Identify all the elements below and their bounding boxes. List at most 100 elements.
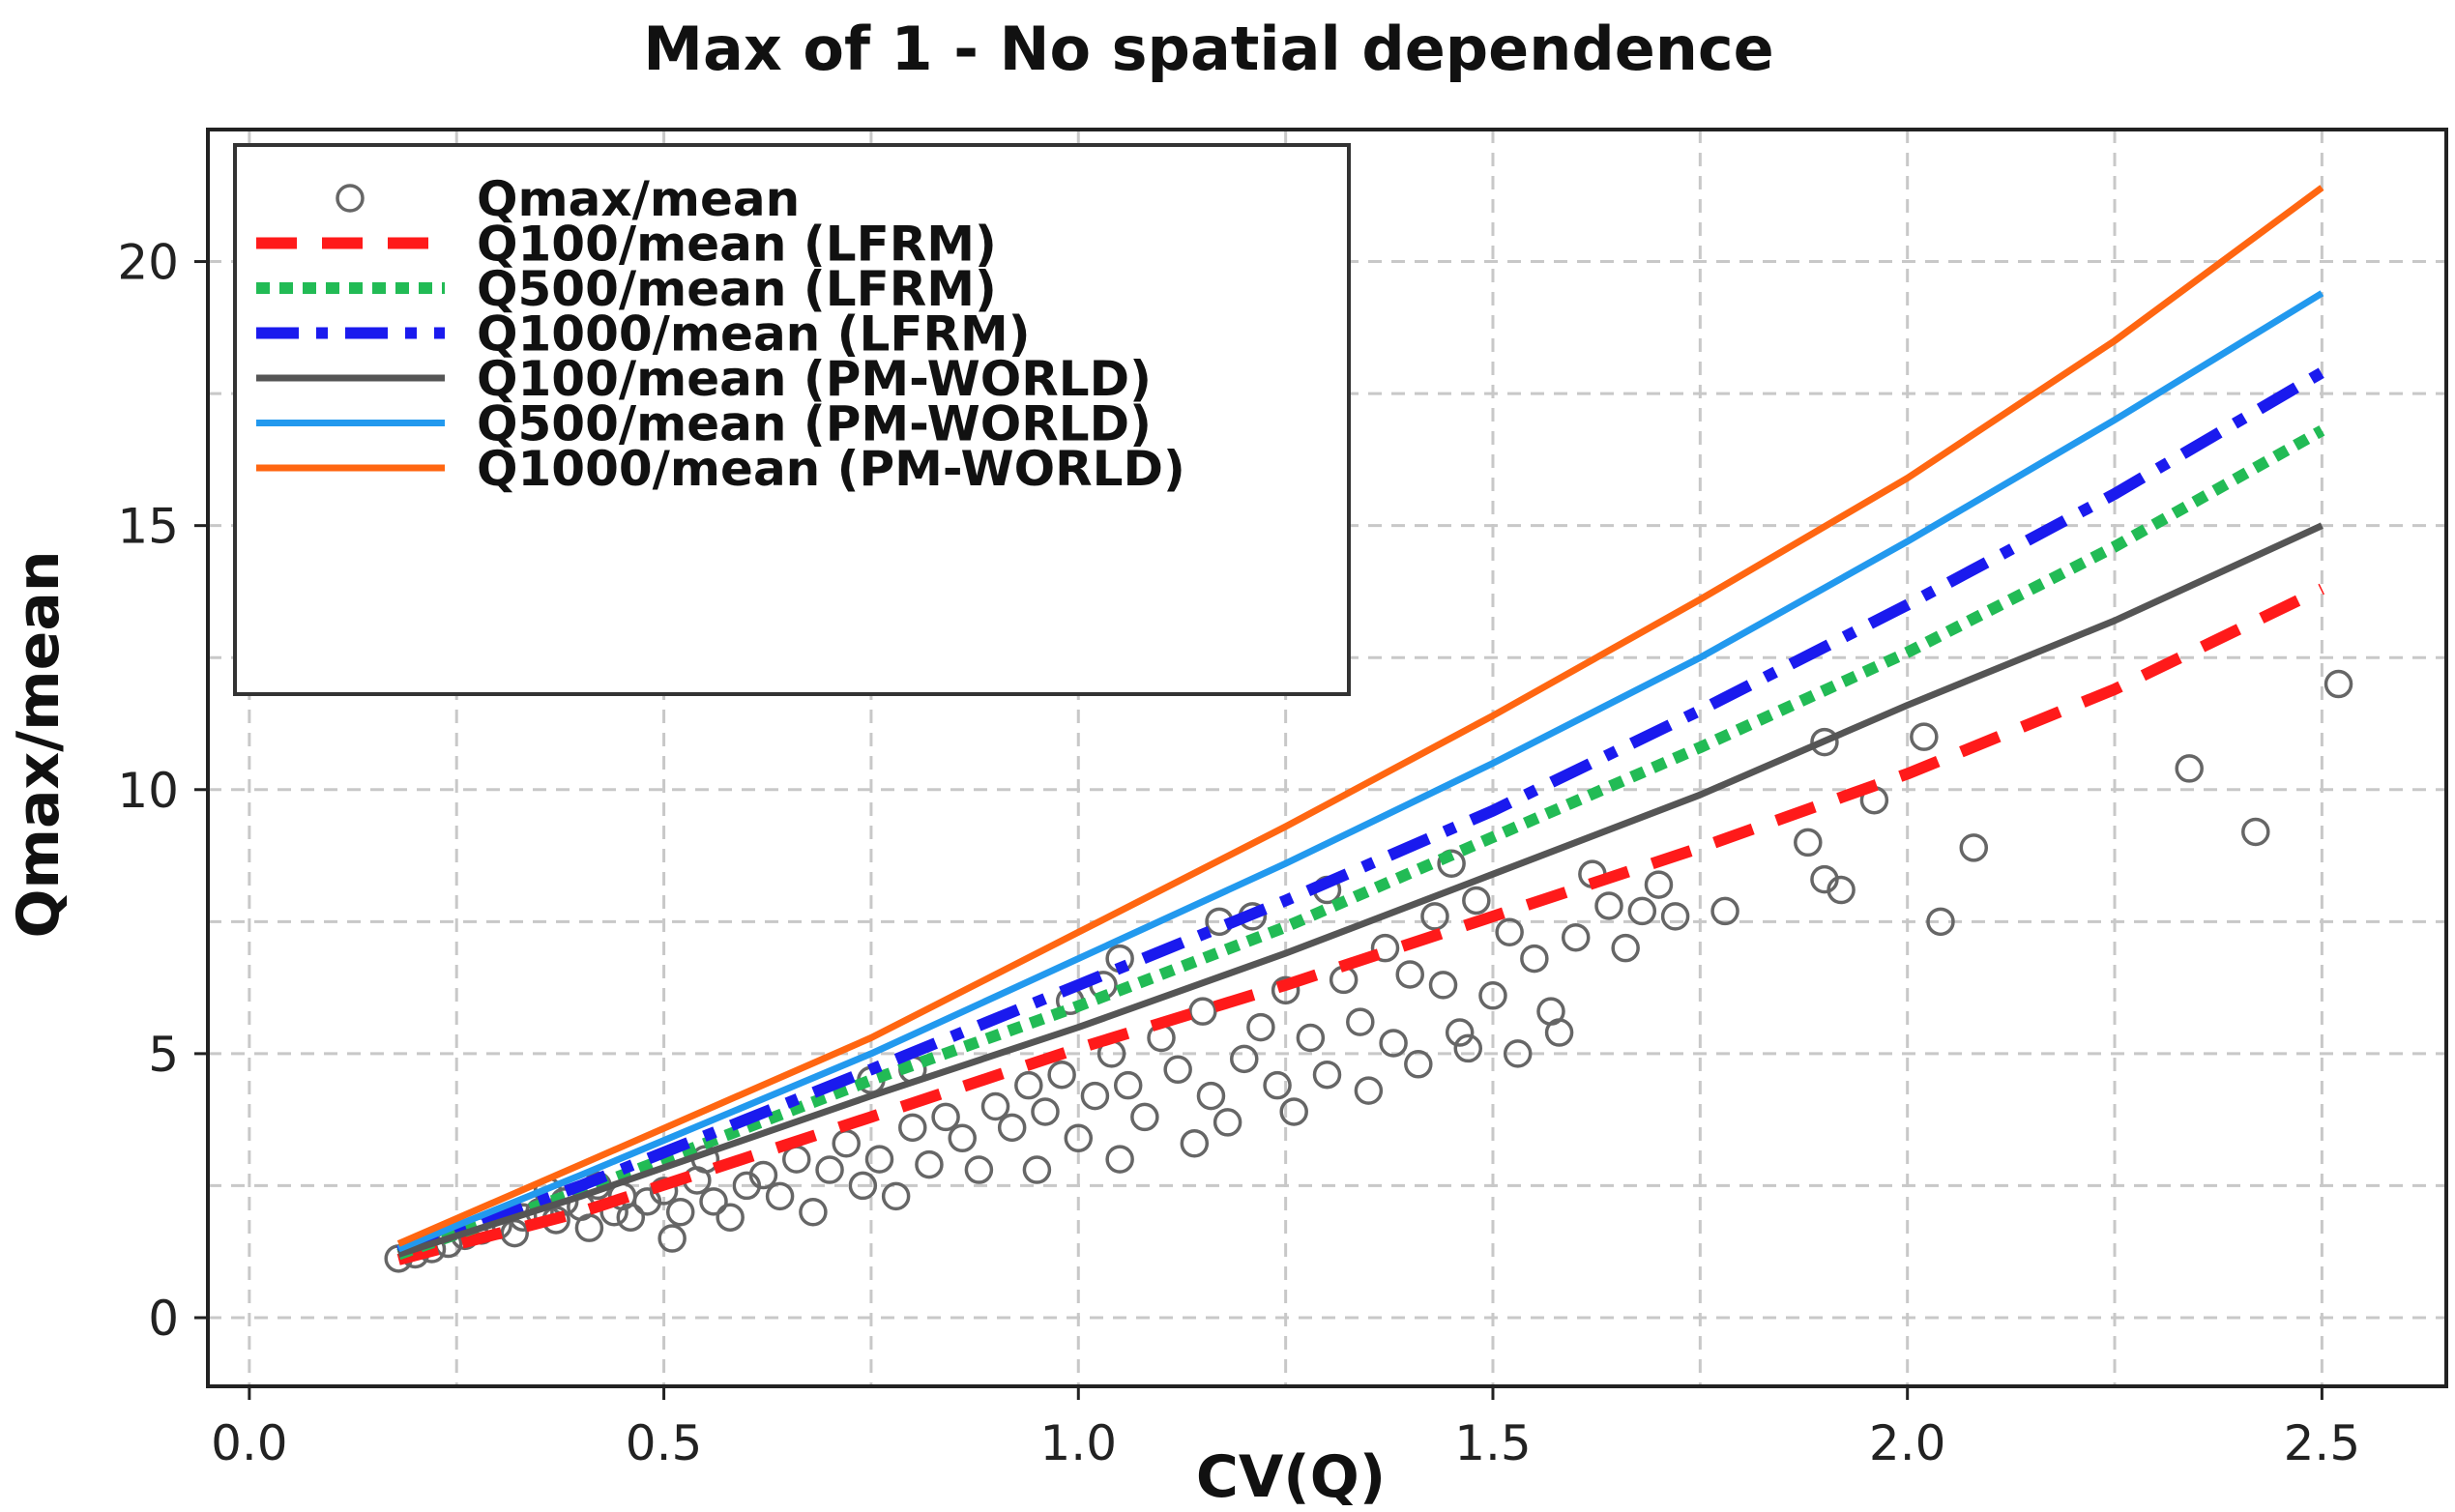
scatter-point xyxy=(1544,1018,1574,1047)
scatter-point xyxy=(1196,1081,1226,1111)
scatter-point xyxy=(1710,896,1739,926)
scatter-point xyxy=(1462,886,1491,916)
scatter-point xyxy=(1594,891,1623,920)
scatter-point xyxy=(1428,971,1458,1000)
legend-label: Q1000/mean (LFRM) xyxy=(477,306,1031,363)
legend-label: Q1000/mean (PM-WORLD) xyxy=(477,441,1185,497)
scatter-point xyxy=(1910,722,1939,751)
scatter-point xyxy=(1180,1128,1210,1158)
legend-entry: Q100/mean (PM-WORLD) xyxy=(256,351,1152,407)
legend-entry: Q500/mean (LFRM) xyxy=(256,261,997,317)
scatter-point xyxy=(1279,1097,1308,1126)
scatter-point xyxy=(1445,1018,1475,1047)
scatter-point xyxy=(1163,1055,1192,1085)
y-tick-label: 5 xyxy=(148,1027,179,1083)
legend-label: Qmax/mean xyxy=(477,171,800,227)
scatter-point xyxy=(864,1145,894,1174)
scatter-point xyxy=(1827,875,1856,905)
scatter-point xyxy=(1395,960,1424,989)
y-tick-label: 10 xyxy=(117,763,179,819)
scatter-point xyxy=(980,1091,1010,1121)
scatter-point xyxy=(832,1128,861,1158)
x-tick-label: 0.5 xyxy=(626,1415,703,1471)
legend-entry: Q100/mean (LFRM) xyxy=(256,217,997,273)
scatter-point xyxy=(997,1113,1027,1143)
scatter-point xyxy=(1926,907,1955,937)
scatter-point xyxy=(1959,833,1989,862)
chart-title: Max of 1 - No spatial dependence xyxy=(643,14,1773,84)
scatter-point xyxy=(848,1171,878,1201)
scatter-point xyxy=(1420,902,1449,931)
x-tick-label: 1.5 xyxy=(1454,1415,1532,1471)
legend-entry: Q1000/mean (PM-WORLD) xyxy=(256,441,1185,497)
scatter-point xyxy=(2241,817,2270,847)
scatter-point xyxy=(1354,1076,1384,1105)
scatter-point xyxy=(948,1123,977,1153)
y-tick-label: 20 xyxy=(117,235,179,291)
x-tick-label: 1.0 xyxy=(1040,1415,1118,1471)
legend-label: Q100/mean (PM-WORLD) xyxy=(477,351,1152,407)
scatter-point xyxy=(1031,1097,1060,1126)
scatter-point xyxy=(1113,1070,1143,1100)
scatter-point xyxy=(2323,669,2353,699)
series-line-q1000-mean-lfrm xyxy=(396,367,2325,1258)
y-tick-label: 0 xyxy=(148,1291,179,1347)
scatter-point xyxy=(748,1160,778,1190)
scatter-point xyxy=(1660,902,1690,931)
scatter-point xyxy=(699,1187,728,1216)
scatter-point xyxy=(665,1197,695,1227)
scatter-point xyxy=(616,1203,646,1232)
legend-entry: Qmax/mean xyxy=(336,171,800,227)
scatter-point xyxy=(1644,870,1674,899)
legend-marker-circle xyxy=(336,184,365,213)
scatter-point xyxy=(1794,828,1823,858)
scatter-point xyxy=(1520,944,1549,974)
scatter-point xyxy=(1213,1108,1242,1137)
x-tick-label: 0.0 xyxy=(211,1415,288,1471)
scatter-point xyxy=(1404,1050,1433,1079)
scatter-point xyxy=(1453,1033,1483,1063)
y-tick-label: 15 xyxy=(117,499,179,555)
scatter-point xyxy=(1437,849,1466,878)
scatter-point xyxy=(1379,1029,1408,1058)
scatter-point xyxy=(1064,1123,1094,1153)
scatter-point xyxy=(1312,1060,1342,1090)
plot-area-frame xyxy=(206,128,2448,1388)
scatter-point xyxy=(1627,896,1657,926)
scatter-point xyxy=(765,1181,795,1211)
scatter-point xyxy=(915,1149,944,1179)
legend-label: Q500/mean (PM-WORLD) xyxy=(477,396,1152,452)
series-line-q500-mean-pm-world xyxy=(396,290,2324,1253)
series-line-q100-mean-pm-world xyxy=(397,522,2323,1258)
scatter-point xyxy=(1014,1070,1043,1100)
scatter-point xyxy=(1346,1007,1375,1036)
legend-label: Q500/mean (LFRM) xyxy=(477,261,997,317)
legend-entry: Q500/mean (PM-WORLD) xyxy=(256,396,1152,452)
scatter-point xyxy=(815,1155,844,1184)
scatter-point xyxy=(1370,933,1400,963)
scatter-point xyxy=(964,1155,994,1184)
scatter-point xyxy=(1188,997,1217,1026)
scatter-point xyxy=(1105,1145,1134,1174)
plot-series xyxy=(384,185,2353,1273)
scatter-point xyxy=(898,1113,927,1143)
series-line-q1000-mean-pm-world xyxy=(396,185,2324,1247)
scatter-point xyxy=(799,1197,828,1227)
scatter-point xyxy=(1561,922,1591,952)
axis-ticks: 0.0 0.5 1.0 1.5 2.0 2.5 0 5 10 15 20 xyxy=(117,235,2360,1471)
scatter-point xyxy=(782,1145,811,1174)
scatter-point xyxy=(1611,933,1640,963)
scatter-point xyxy=(649,1177,679,1206)
scatter-point xyxy=(1047,1060,1076,1090)
scatter-point xyxy=(1296,1023,1326,1053)
scatter-point xyxy=(1022,1155,1052,1184)
scatter-point xyxy=(1478,981,1507,1010)
scatter-point xyxy=(574,1213,604,1242)
scatter-point xyxy=(1246,1012,1275,1042)
scatter-point xyxy=(1503,1039,1533,1068)
scatter-point xyxy=(2175,754,2204,783)
scatter-point xyxy=(1263,1070,1292,1100)
